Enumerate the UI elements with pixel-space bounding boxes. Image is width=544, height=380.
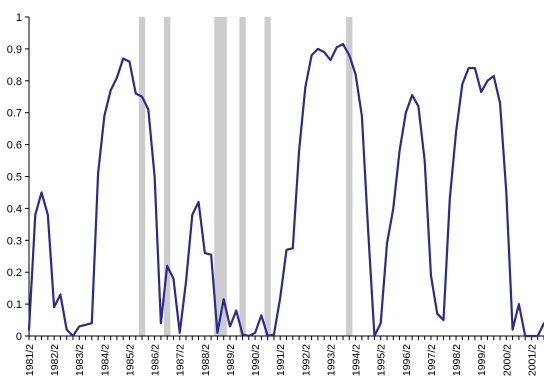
x-axis-ticks: 1981/2 1982/2 1983/2 1984/2 1985/2 1986/2 1987…	[24, 336, 544, 376]
x-tick-label: 1994/2	[351, 344, 363, 376]
x-tick-label: 1981/2	[24, 344, 36, 376]
shaded-periods	[138, 17, 353, 336]
y-tick-label: 0.2	[7, 267, 22, 279]
x-tick-label: 1989/2	[225, 344, 237, 376]
x-tick-label: 1998/2	[451, 344, 463, 376]
series-line-0	[27, 43, 544, 338]
y-tick-label: 0.8	[7, 76, 22, 88]
shaded-period-2	[214, 17, 227, 336]
x-tick-label: 1988/2	[200, 344, 212, 376]
x-tick-label: 1997/2	[426, 344, 438, 376]
y-axis-ticks: 0 0.1 0.2 0.3 0.4 0.5 0.6 0.7 0.8 0.9 1	[7, 12, 29, 343]
y-tick-label: 0.4	[7, 203, 22, 215]
shaded-period-3	[239, 17, 246, 336]
x-tick-label: 1995/2	[376, 344, 388, 376]
x-tick-label: 1992/2	[300, 344, 312, 376]
x-tick-label: 1991/2	[275, 344, 287, 376]
x-tick-label: 1986/2	[150, 344, 162, 376]
y-tick-label: 0	[16, 331, 22, 343]
x-tick-label: 1993/2	[325, 344, 337, 376]
y-tick-label: 0.7	[7, 108, 22, 120]
shaded-period-1	[164, 17, 171, 336]
y-tick-label: 0.5	[7, 172, 22, 184]
x-tick-label: 1985/2	[124, 344, 136, 376]
shaded-period-4	[264, 17, 271, 336]
x-tick-label: 2000/2	[501, 344, 513, 376]
axes	[28, 17, 544, 337]
y-tick-label: 0.1	[7, 299, 22, 311]
y-tick-label: 1	[16, 12, 22, 24]
x-tick-label: 1982/2	[49, 344, 61, 376]
x-tick-label: 1999/2	[476, 344, 488, 376]
x-tick-label: 2001/2	[526, 344, 538, 376]
x-tick-label: 1987/2	[175, 344, 187, 376]
x-tick-label: 1990/2	[250, 344, 262, 376]
shaded-period-5	[346, 17, 353, 336]
shaded-period-0	[138, 17, 146, 336]
y-tick-label: 0.3	[7, 235, 22, 247]
x-tick-label: 1996/2	[401, 344, 413, 376]
y-tick-label: 0.6	[7, 140, 22, 152]
series-group	[27, 43, 544, 338]
y-tick-label: 0.9	[7, 44, 22, 56]
x-tick-label: 1984/2	[99, 344, 111, 376]
x-tick-label: 1983/2	[74, 344, 86, 376]
